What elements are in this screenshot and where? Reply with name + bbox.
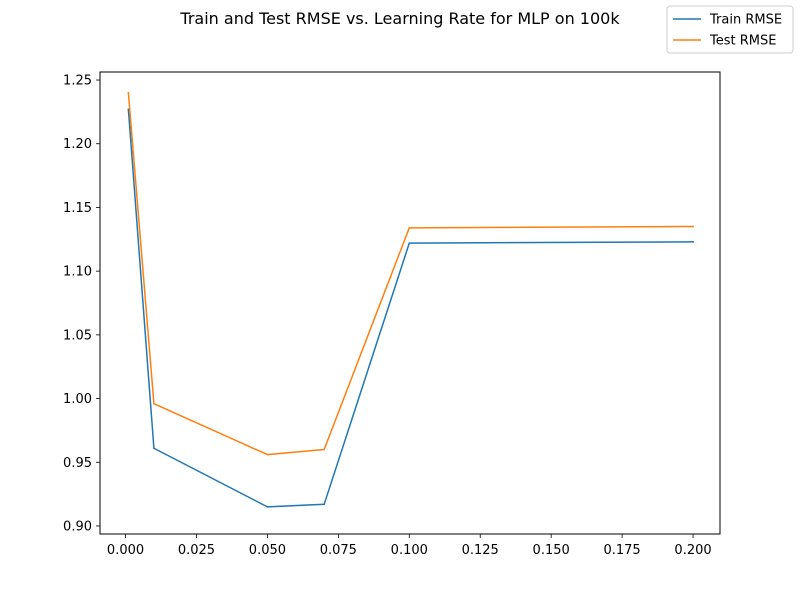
x-tick-label: 0.200 [674, 543, 711, 558]
x-tick-label: 0.150 [533, 543, 570, 558]
data-point-0-2 [266, 506, 269, 508]
y-tick-label: 1.25 [63, 74, 92, 89]
legend: Train RMSE Test RMSE [666, 5, 794, 54]
plot-frame [99, 71, 721, 535]
x-axis: 0.000 0.025 0.050 0.075 0.100 0.125 0.150 0.175… [107, 534, 712, 558]
y-tick-label: 1.05 [63, 328, 92, 343]
y-tick-label: 0.95 [63, 456, 92, 471]
x-tick-label: 0.075 [320, 543, 357, 558]
y-tick-label: 0.90 [63, 519, 92, 534]
data-point-1-2 [266, 453, 269, 456]
data-point-1-5 [692, 225, 694, 228]
legend-box [666, 5, 794, 54]
y-axis: 0.90 0.95 1.00 1.05 1.10 1.15 1.20 1.25 [63, 74, 100, 534]
y-tick-label: 1.20 [63, 137, 92, 152]
series-line-1 [127, 91, 694, 456]
y-tick-label: 1.10 [63, 265, 92, 280]
x-tick-label: 0.175 [603, 543, 640, 558]
chart-title: Train and Test RMSE vs. Learning Rate fo… [179, 9, 620, 28]
y-tick-label: 1.00 [63, 392, 92, 407]
data-point-0-5 [692, 241, 694, 243]
legend-label-1: Test RMSE [709, 34, 776, 49]
series-group [127, 91, 694, 508]
data-point-0-1 [153, 447, 155, 450]
data-point-1-4 [408, 227, 411, 229]
data-point-0-0 [127, 108, 130, 111]
y-tick-label: 1.15 [63, 201, 92, 216]
data-point-1-1 [153, 402, 155, 405]
x-tick-label: 0.050 [249, 543, 286, 558]
series-line-0 [127, 108, 694, 508]
data-point-0-3 [323, 503, 325, 506]
x-tick-label: 0.125 [462, 543, 499, 558]
data-point-0-4 [408, 242, 411, 244]
data-point-1-3 [323, 448, 325, 451]
x-tick-label: 0.000 [107, 543, 144, 558]
x-tick-label: 0.100 [391, 543, 428, 558]
data-point-1-0 [127, 91, 130, 94]
plot-area [100, 72, 720, 534]
legend-label-0: Train RMSE [709, 13, 782, 28]
x-tick-label: 0.025 [178, 543, 215, 558]
